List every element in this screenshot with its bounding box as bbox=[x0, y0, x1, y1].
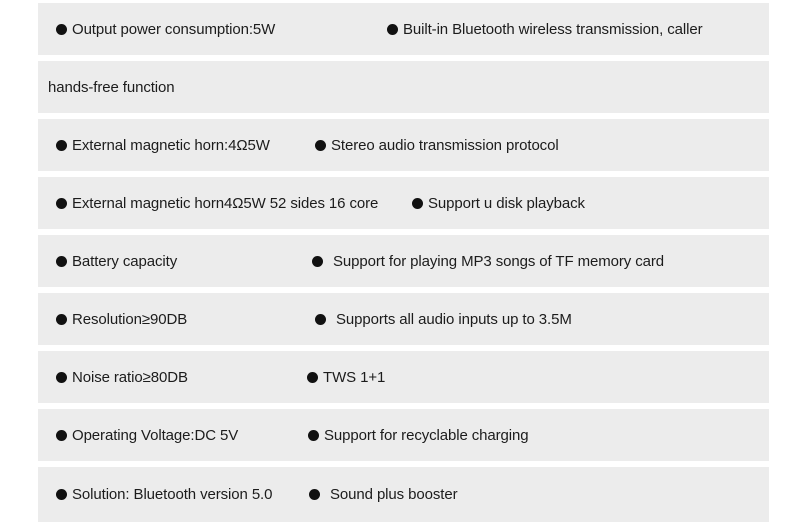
bullet-icon bbox=[56, 371, 67, 383]
spec-text-left: Battery capacity bbox=[72, 252, 178, 270]
spec-right-cell: Supports all audio inputs up to 3.5M bbox=[315, 293, 572, 345]
bullet-icon bbox=[56, 139, 67, 151]
bullet-icon bbox=[307, 371, 318, 383]
spec-left-cell: External magnetic horn:4Ω5W bbox=[38, 137, 270, 154]
spec-text-right: Supports all audio inputs up to 3.5M bbox=[336, 310, 572, 328]
spec-left-cell: Noise ratio≥80DB bbox=[38, 369, 188, 386]
spec-text-left: External magnetic horn4Ω5W 52 sides 16 c… bbox=[72, 194, 379, 212]
bullet-icon bbox=[309, 489, 320, 500]
spec-text-left: Resolution≥90DB bbox=[72, 310, 188, 328]
spec-row: Resolution≥90DB Supports all audio input… bbox=[38, 293, 769, 345]
spec-text-right: Sound plus booster bbox=[330, 486, 458, 503]
spec-text-left: External magnetic horn:4Ω5W bbox=[72, 136, 270, 154]
spec-row: External magnetic horn:4Ω5W Stereo audio… bbox=[38, 119, 769, 171]
spec-text-right: Built-in Bluetooth wireless transmission… bbox=[403, 20, 703, 38]
bullet-icon bbox=[56, 313, 67, 325]
spec-text-right: Stereo audio transmission protocol bbox=[331, 136, 559, 154]
spec-text-left: hands-free function bbox=[48, 78, 175, 96]
spec-left-cell: hands-free function bbox=[38, 79, 175, 96]
bullet-icon bbox=[312, 255, 323, 267]
spec-text-left: Solution: Bluetooth version 5.0 bbox=[72, 486, 273, 503]
spec-text-right: Support u disk playback bbox=[428, 194, 585, 212]
bullet-icon bbox=[56, 429, 67, 441]
bullet-icon bbox=[315, 313, 326, 325]
spec-left-cell: Battery capacity bbox=[38, 253, 177, 270]
spec-right-cell: Built-in Bluetooth wireless transmission… bbox=[387, 3, 703, 55]
spec-text-right: Support for playing MP3 songs of TF memo… bbox=[333, 252, 664, 270]
bullet-icon bbox=[56, 23, 67, 35]
spec-right-cell: Support for playing MP3 songs of TF memo… bbox=[312, 235, 664, 287]
bullet-icon bbox=[412, 197, 423, 209]
spec-text-right: Support for recyclable charging bbox=[324, 426, 529, 444]
spec-right-cell: TWS 1+1 bbox=[307, 351, 385, 403]
spec-row: Operating Voltage:DC 5V Support for recy… bbox=[38, 409, 769, 461]
spec-right-cell: Stereo audio transmission protocol bbox=[315, 119, 559, 171]
spec-left-cell: Operating Voltage:DC 5V bbox=[38, 427, 238, 444]
bullet-icon bbox=[56, 197, 67, 209]
spec-row-continuation: hands-free function bbox=[38, 61, 769, 113]
spec-text-right: TWS 1+1 bbox=[323, 368, 386, 386]
spec-row: Output power consumption:5W Built-in Blu… bbox=[38, 3, 769, 55]
spec-right-cell: Sound plus booster bbox=[309, 467, 458, 522]
bullet-icon bbox=[308, 429, 319, 441]
spec-row: Noise ratio≥80DB TWS 1+1 bbox=[38, 351, 769, 403]
spec-row: Solution: Bluetooth version 5.0 Sound pl… bbox=[38, 467, 769, 522]
spec-left-cell: Solution: Bluetooth version 5.0 bbox=[38, 486, 272, 503]
bullet-icon bbox=[315, 139, 326, 151]
spec-row: Battery capacity Support for playing MP3… bbox=[38, 235, 769, 287]
bullet-icon bbox=[56, 489, 67, 500]
spec-right-cell: Support for recyclable charging bbox=[308, 409, 529, 461]
spec-row: External magnetic horn4Ω5W 52 sides 16 c… bbox=[38, 177, 769, 229]
spec-text-left: Noise ratio≥80DB bbox=[72, 368, 188, 386]
spec-left-cell: External magnetic horn4Ω5W 52 sides 16 c… bbox=[38, 195, 378, 212]
bullet-icon bbox=[56, 255, 67, 267]
spec-left-cell: Resolution≥90DB bbox=[38, 311, 187, 328]
bullet-icon bbox=[387, 23, 398, 35]
spec-text-left: Output power consumption:5W bbox=[72, 20, 276, 38]
spec-left-cell: Output power consumption:5W bbox=[38, 21, 275, 38]
spec-text-left: Operating Voltage:DC 5V bbox=[72, 426, 239, 444]
spec-right-cell: Support u disk playback bbox=[412, 177, 585, 229]
